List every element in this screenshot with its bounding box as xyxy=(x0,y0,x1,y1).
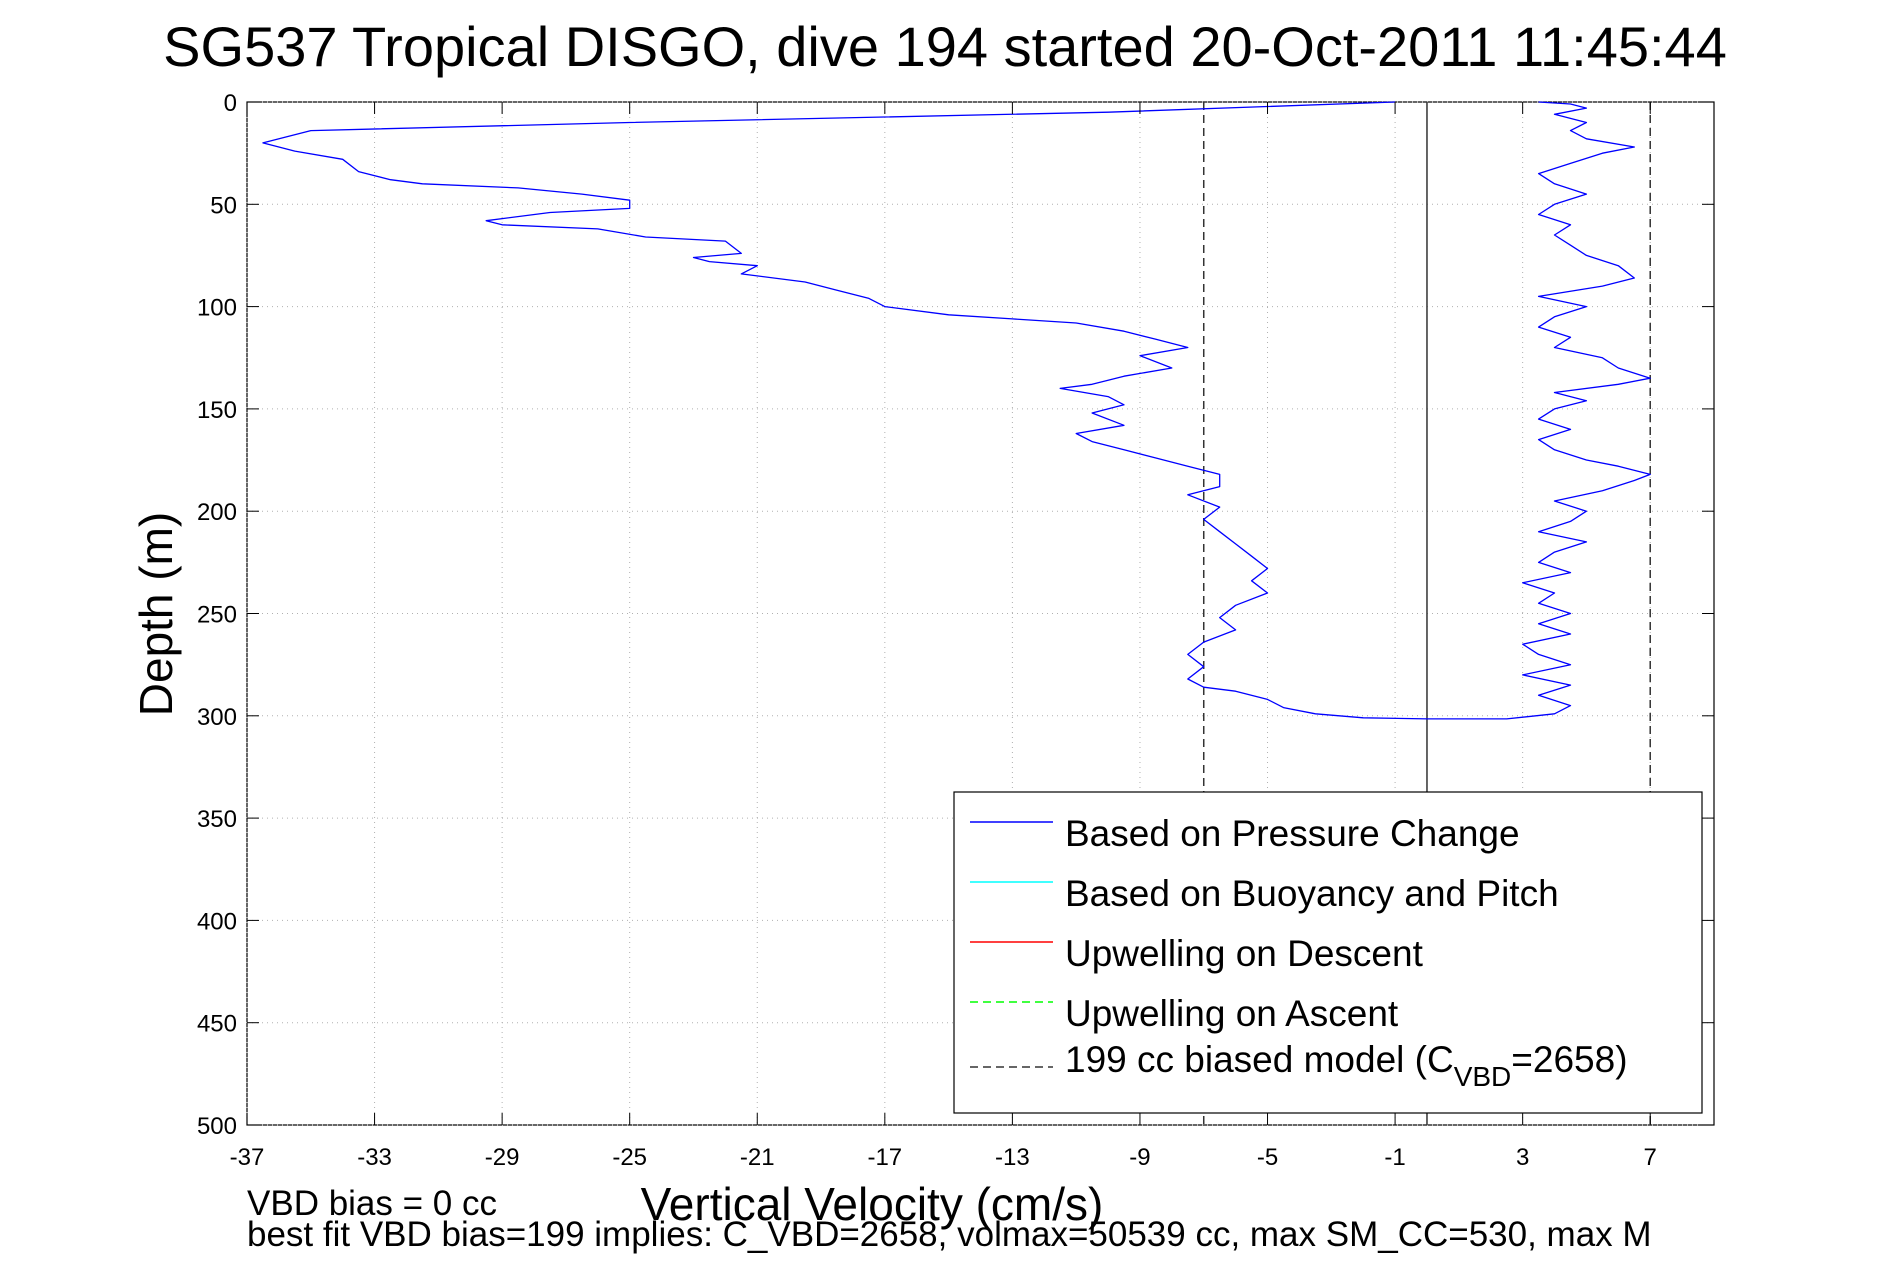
y-tick-label: 250 xyxy=(197,602,237,629)
x-tick-label: 3 xyxy=(1516,1144,1529,1171)
chart-title: SG537 Tropical DISGO, dive 194 started 2… xyxy=(163,15,1727,78)
y-tick-label: 0 xyxy=(224,90,237,117)
legend-entry-buoyancy: Based on Buoyancy and Pitch xyxy=(970,873,1559,914)
y-tick-label: 200 xyxy=(197,499,237,526)
x-tick-label: -5 xyxy=(1257,1144,1278,1171)
y-tick-label: 50 xyxy=(210,192,237,219)
y-tick-label: 350 xyxy=(197,806,237,833)
legend-label-biased-model-subscript: VBD xyxy=(1454,1061,1512,1092)
y-tick-label: 150 xyxy=(197,397,237,424)
x-tick-label: -29 xyxy=(485,1144,520,1171)
y-axis-label: Depth (m) xyxy=(130,512,182,716)
legend-label-pressure: Based on Pressure Change xyxy=(1065,813,1520,854)
x-tick-label: -37 xyxy=(230,1144,265,1171)
legend-label-upwelling-descent: Upwelling on Descent xyxy=(1065,933,1424,974)
legend-label-biased-model-suffix: =2658) xyxy=(1511,1039,1627,1080)
axis-ticks: -37 -33 -29 -25 -21 -17 -13 -9 -5 -1 3 705010015020… xyxy=(197,90,1714,1171)
y-tick-label: 500 xyxy=(197,1113,237,1140)
legend-label-biased-model: 199 cc biased model (CVBD=2658) xyxy=(1065,1039,1628,1092)
y-tick-label: 300 xyxy=(197,704,237,731)
x-tick-label: -13 xyxy=(995,1144,1030,1171)
legend-box xyxy=(953,791,1703,1114)
legend-entry-pressure: Based on Pressure Change xyxy=(970,813,1520,854)
legend-entry-upwelling-descent: Upwelling on Descent xyxy=(970,933,1424,974)
legend-label-buoyancy: Based on Buoyancy and Pitch xyxy=(1065,873,1559,914)
legend-entry-biased-model: 199 cc biased model (CVBD=2658) xyxy=(970,1039,1628,1092)
x-axis-label: Vertical Velocity (cm/s) xyxy=(641,1178,1104,1230)
x-tick-label: -21 xyxy=(740,1144,775,1171)
y-tick-label: 400 xyxy=(197,908,237,935)
x-tick-label: -25 xyxy=(612,1144,647,1171)
grid-lines xyxy=(246,101,1714,1126)
x-tick-label: -1 xyxy=(1384,1144,1405,1171)
series-line-pressure-change xyxy=(262,101,1651,720)
x-tick-label: -33 xyxy=(357,1144,392,1171)
x-tick-label: -17 xyxy=(867,1144,902,1171)
legend-label-biased-model-prefix: 199 cc biased model (C xyxy=(1065,1039,1454,1080)
footnote-best-fit: best fit VBD bias=199 implies: C_VBD=265… xyxy=(247,1215,1652,1254)
footnote-vbd-bias: VBD bias = 0 cc xyxy=(247,1184,497,1223)
y-tick-label: 450 xyxy=(197,1011,237,1038)
legend: Based on Pressure Change Based on Buoyan… xyxy=(953,791,1703,1114)
x-tick-label: -9 xyxy=(1129,1144,1150,1171)
x-tick-label: 7 xyxy=(1644,1144,1657,1171)
y-tick-label: 100 xyxy=(197,295,237,322)
legend-label-upwelling-ascent: Upwelling on Ascent xyxy=(1065,993,1399,1034)
legend-entry-upwelling-ascent: Upwelling on Ascent xyxy=(970,993,1399,1034)
series-group xyxy=(262,101,1651,720)
